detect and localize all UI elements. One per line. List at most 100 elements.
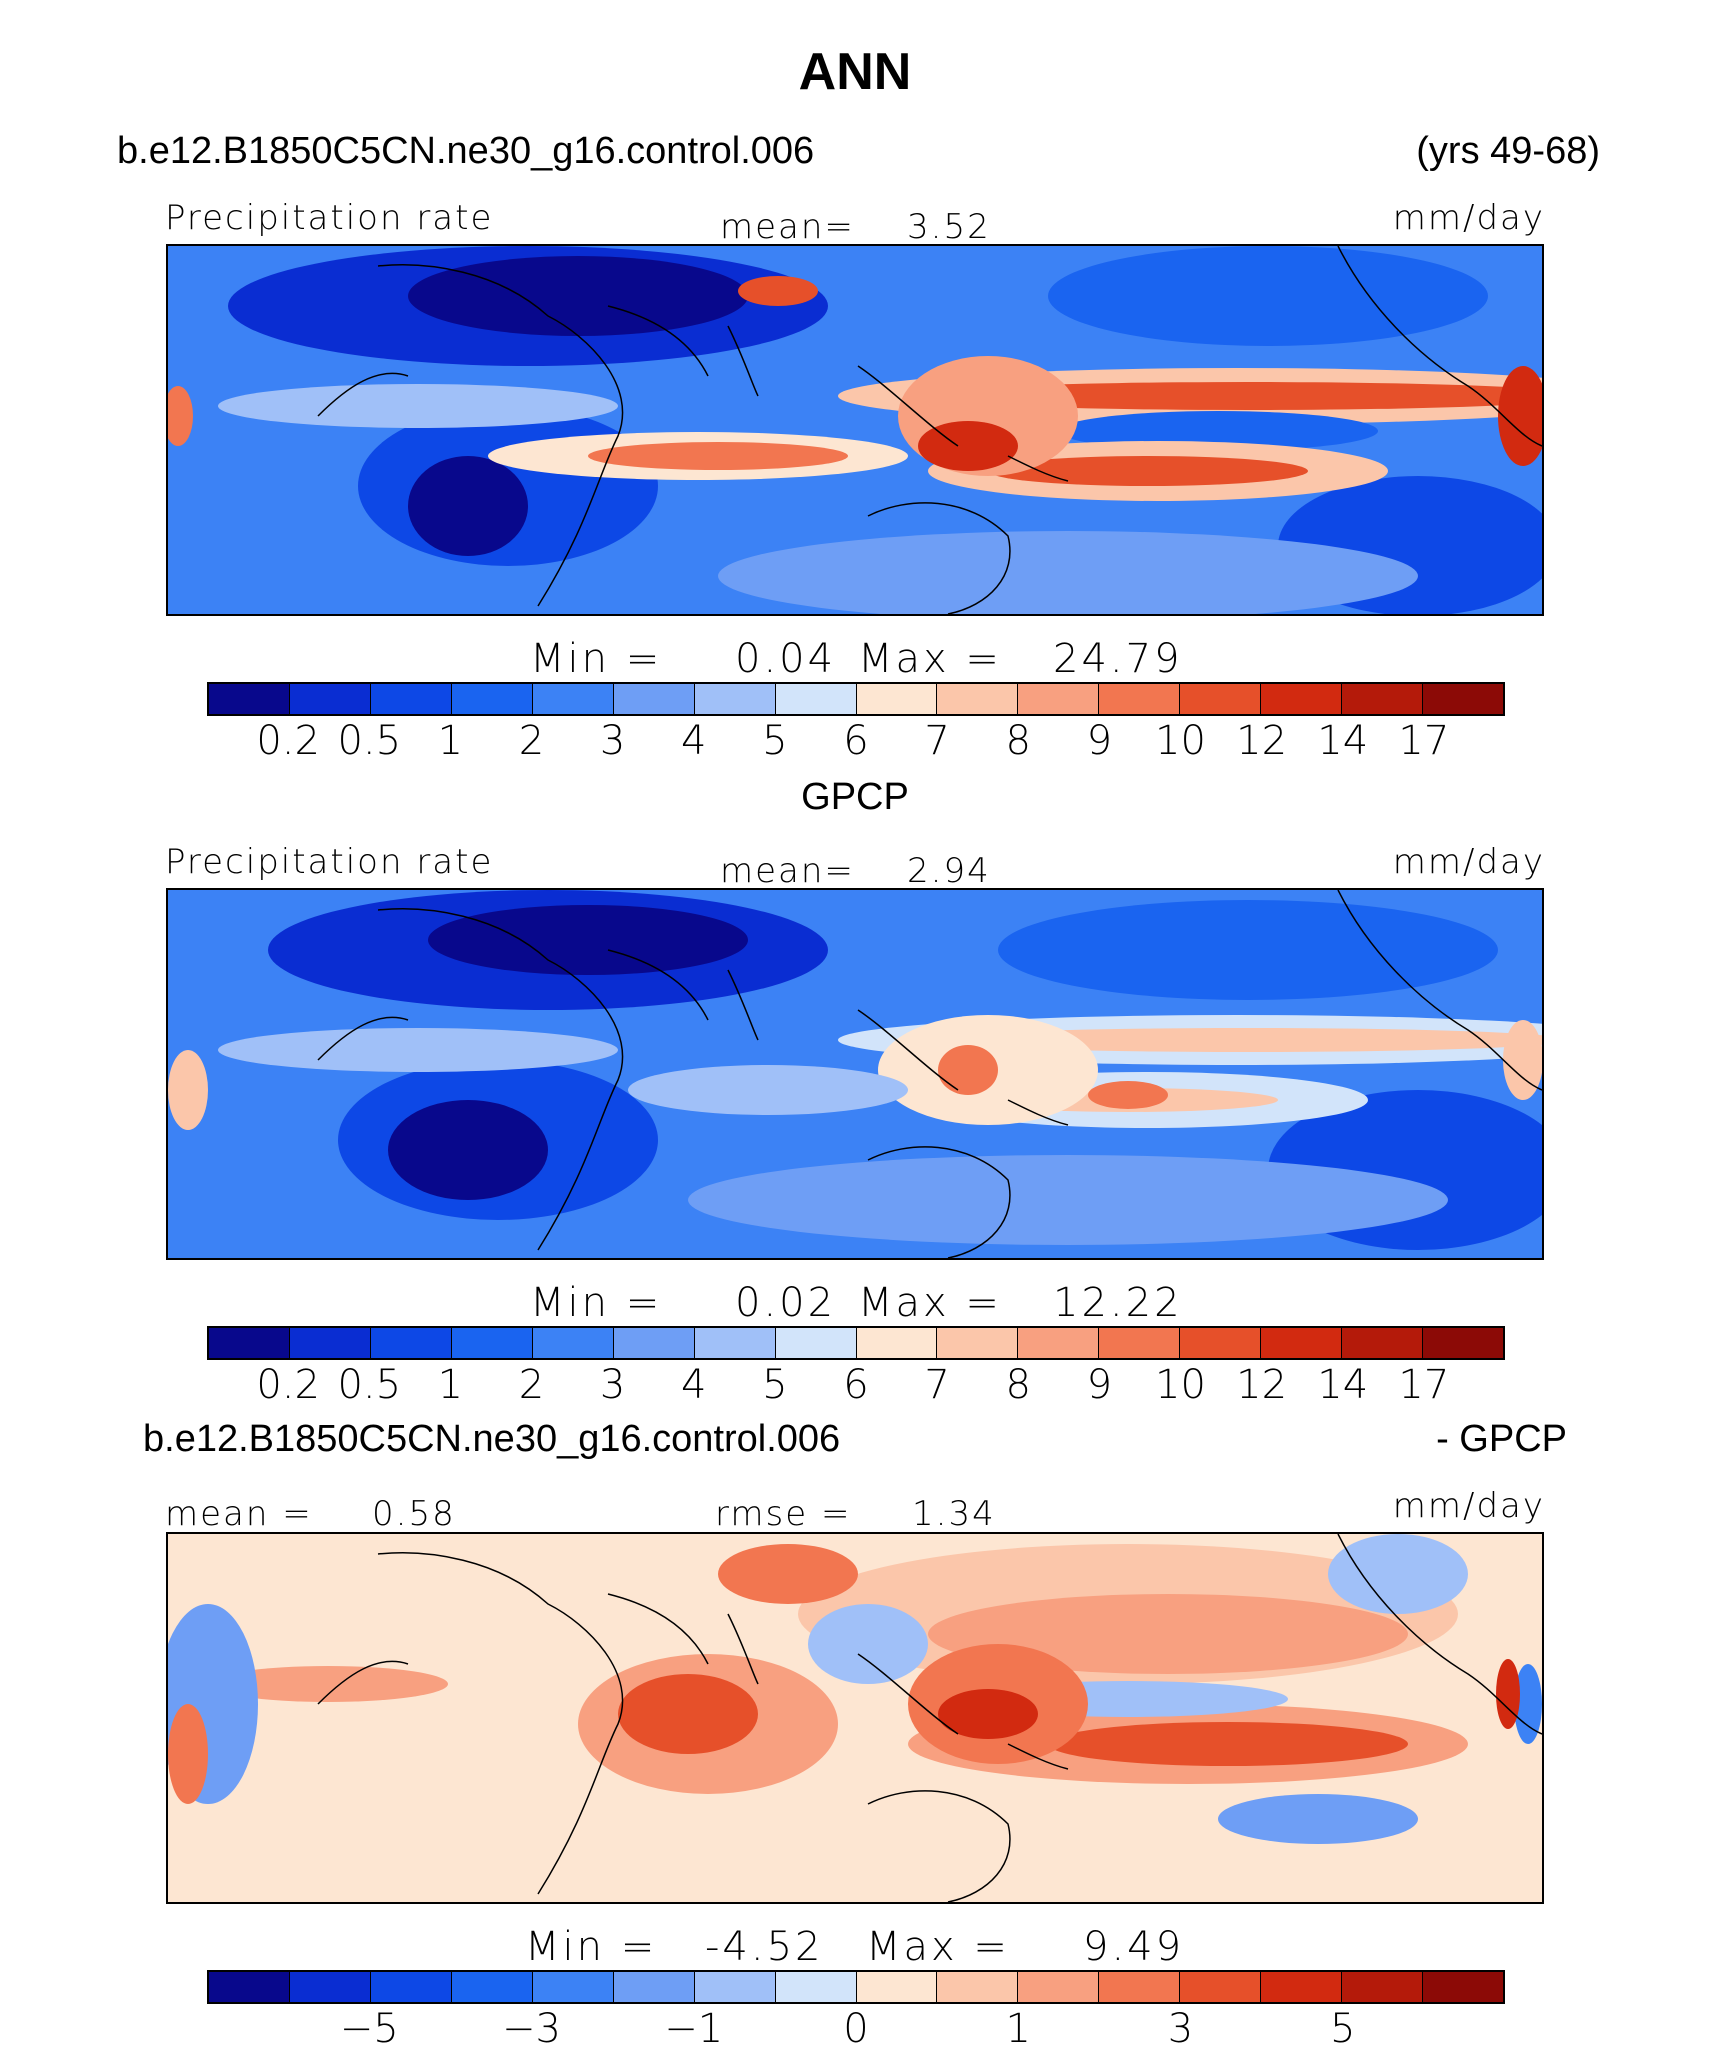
colorbar-swatch <box>532 1328 614 1358</box>
colorbar-tick-label: 10 <box>1155 1362 1206 1408</box>
diff-case-name: b.e12.B1850C5CN.ne30_g16.control.006 <box>143 1418 841 1460</box>
colorbar-tick-label: 12 <box>1236 718 1288 764</box>
colorbar-swatch <box>209 1328 290 1358</box>
panel2-mean-value: 2.94 <box>907 851 991 891</box>
panel3-mean-label: mean = <box>165 1494 313 1534</box>
colorbar-tick-label: 2 <box>518 1362 545 1408</box>
colorbar-tick-label: 12 <box>1236 1362 1288 1408</box>
colorbar-swatch <box>1261 1328 1343 1358</box>
colorbar-swatch <box>209 1972 290 2002</box>
colorbar-swatch <box>1099 684 1181 714</box>
colorbar-tick-label: 0.2 <box>256 1362 320 1408</box>
case-name: b.e12.B1850C5CN.ne30_g16.control.006 <box>117 130 815 172</box>
panel1-max-label: Max = <box>858 636 1002 682</box>
colorbar-swatch <box>694 1328 776 1358</box>
panel1-min-label: Min = <box>530 636 663 682</box>
obs-title: GPCP <box>801 776 909 818</box>
colorbar-swatch <box>1099 1972 1181 2002</box>
panel3-max-value: 9.49 <box>1083 1924 1185 1970</box>
panel3-rmse-value: 1.34 <box>912 1494 996 1534</box>
colorbar-swatch <box>1342 1972 1424 2002</box>
colorbar-tick-label: 0 <box>843 2006 869 2052</box>
colorbar-swatch <box>1261 684 1343 714</box>
panel1-map <box>166 244 1544 616</box>
colorbar-swatch <box>613 1328 695 1358</box>
colorbar-tick-label: 6 <box>843 1362 869 1408</box>
colorbar-tick-label: 9 <box>1086 1362 1113 1408</box>
colorbar-swatch <box>1180 1328 1262 1358</box>
colorbar-tick-label: 0.2 <box>256 718 320 764</box>
panel3-map <box>166 1532 1544 1904</box>
colorbar-tick-label: 3 <box>599 1362 626 1408</box>
colorbar-tick-label: 14 <box>1317 1362 1369 1408</box>
colorbar-tick-label: 1 <box>437 1362 464 1408</box>
panel2-colorbar-ticks: 0.2 0.5 1 2 3 4 5 6 7 8 9 10 12 14 17 <box>207 1362 1505 1412</box>
panel2-map <box>166 888 1544 1260</box>
colorbar-tick-label: 17 <box>1398 718 1450 764</box>
colorbar-tick-label: 6 <box>843 718 869 764</box>
panel1-max-value: 24.79 <box>1053 636 1183 682</box>
colorbar-tick-label: 0.5 <box>337 718 402 764</box>
colorbar-swatch <box>937 684 1019 714</box>
panel3-mean-value: 0.58 <box>372 1494 456 1534</box>
colorbar-tick-label: 2 <box>518 718 545 764</box>
colorbar-swatch <box>1018 1972 1100 2002</box>
panel3-max-label: Max = <box>866 1924 1010 1970</box>
colorbar-tick-label: 10 <box>1155 718 1206 764</box>
panel3-colorbar <box>207 1970 1505 2004</box>
colorbar-tick-label: 1 <box>437 718 464 764</box>
panel3-min-label: Min = <box>525 1924 658 1970</box>
colorbar-tick-label: 17 <box>1398 1362 1450 1408</box>
panel1-colorbar <box>207 682 1505 716</box>
colorbar-swatch <box>613 1972 695 2002</box>
years-label: (yrs 49-68) <box>1416 130 1600 172</box>
colorbar-tick-label: 0.5 <box>337 1362 402 1408</box>
colorbar-swatch <box>613 684 695 714</box>
colorbar-tick-label: −5 <box>339 2006 399 2052</box>
colorbar-tick-label: −3 <box>502 2006 561 2052</box>
colorbar-swatch <box>1099 1328 1181 1358</box>
colorbar-swatch <box>289 1328 371 1358</box>
colorbar-swatch <box>289 684 371 714</box>
colorbar-swatch <box>451 1972 533 2002</box>
colorbar-tick-label: 5 <box>762 1362 788 1408</box>
panel1-variable: Precipitation rate <box>165 198 494 238</box>
colorbar-swatch <box>1261 1972 1343 2002</box>
colorbar-swatch <box>1180 1972 1262 2002</box>
colorbar-tick-label: 1 <box>1005 2006 1031 2052</box>
panel2-max-label: Max = <box>858 1280 1002 1326</box>
panel1-mean-label: mean= <box>720 207 855 247</box>
panel2-colorbar <box>207 1326 1505 1360</box>
colorbar-swatch <box>1018 1328 1100 1358</box>
colorbar-tick-label: 4 <box>681 718 707 764</box>
colorbar-tick-label: 3 <box>599 718 626 764</box>
colorbar-swatch <box>370 1972 452 2002</box>
colorbar-swatch <box>1423 684 1503 714</box>
colorbar-tick-label: −1 <box>664 2006 724 2052</box>
colorbar-swatch <box>289 1972 371 2002</box>
colorbar-swatch <box>775 1972 857 2002</box>
colorbar-swatch <box>937 1972 1019 2002</box>
colorbar-tick-label: 8 <box>1005 1362 1031 1408</box>
colorbar-swatch <box>937 1328 1019 1358</box>
colorbar-tick-label: 7 <box>924 1362 950 1408</box>
panel1-mean-value: 3.52 <box>907 207 991 247</box>
colorbar-tick-label: 5 <box>1330 2006 1356 2052</box>
colorbar-swatch <box>1423 1972 1503 2002</box>
colorbar-swatch <box>856 684 938 714</box>
colorbar-swatch <box>1018 684 1100 714</box>
colorbar-tick-label: 14 <box>1317 718 1369 764</box>
colorbar-swatch <box>370 1328 452 1358</box>
colorbar-swatch <box>209 684 290 714</box>
panel1-units: mm/day <box>1392 198 1545 238</box>
colorbar-swatch <box>694 1972 776 2002</box>
colorbar-swatch <box>1342 1328 1424 1358</box>
colorbar-tick-label: 9 <box>1086 718 1113 764</box>
colorbar-swatch <box>856 1972 938 2002</box>
panel2-max-value: 12.22 <box>1053 1280 1183 1326</box>
diff-suffix: - GPCP <box>1436 1418 1567 1460</box>
colorbar-tick-label: 3 <box>1167 2006 1194 2052</box>
panel2-variable: Precipitation rate <box>165 842 494 882</box>
colorbar-swatch <box>532 684 614 714</box>
colorbar-swatch <box>856 1328 938 1358</box>
